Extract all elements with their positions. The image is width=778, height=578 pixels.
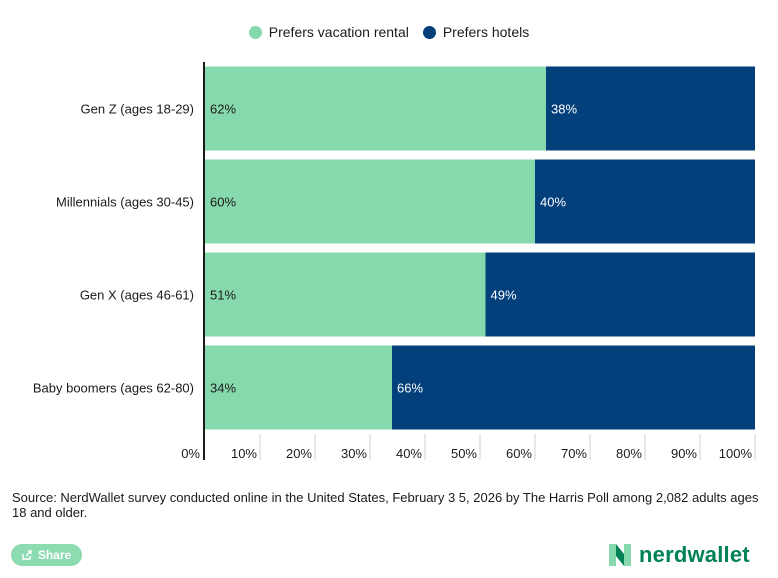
- x-tick-label: 0%: [181, 446, 200, 461]
- x-tick-label: 100%: [719, 446, 753, 461]
- legend-label-vacation-rental: Prefers vacation rental: [268, 24, 409, 40]
- legend-label-hotels: Prefers hotels: [442, 24, 530, 40]
- share-label: Share: [37, 548, 72, 562]
- x-tick-label: 20%: [286, 446, 312, 461]
- data-label: 51%: [210, 288, 236, 303]
- bar-segment: [205, 66, 546, 151]
- data-label: 40%: [540, 195, 566, 210]
- bar-segment: [392, 345, 755, 430]
- legend: Prefers vacation rental Prefers hotels: [0, 24, 778, 40]
- source-note: Source: NerdWallet survey conducted onli…: [12, 490, 759, 520]
- legend-item-hotels: Prefers hotels: [422, 24, 530, 40]
- bar-segment: [535, 159, 755, 244]
- bar-segment: [205, 345, 392, 430]
- chart: Prefers vacation rental Prefers hotels 6…: [0, 24, 778, 461]
- data-label: 66%: [397, 381, 423, 396]
- legend-swatch-hotels: [422, 25, 436, 39]
- category-label: Gen Z (ages 18-29): [81, 102, 194, 117]
- data-label: 38%: [551, 102, 577, 117]
- category-label: Millennials (ages 30-45): [56, 195, 194, 210]
- legend-swatch-vacation-rental: [248, 25, 262, 39]
- share-button[interactable]: Share: [11, 544, 82, 566]
- bar-segment: [205, 252, 486, 337]
- category-label: Baby boomers (ages 62-80): [33, 381, 194, 396]
- nerdwallet-logo-text: nerdwallet: [639, 542, 750, 567]
- bar-segment: [205, 159, 535, 244]
- nerdwallet-logo-icon: [609, 544, 631, 566]
- x-tick-label: 50%: [451, 446, 477, 461]
- x-tick-label: 90%: [671, 446, 697, 461]
- x-tick-label: 30%: [341, 446, 367, 461]
- share-icon: [22, 550, 32, 560]
- x-tick-label: 60%: [506, 446, 532, 461]
- chart-plot: 62% 38% Gen Z (ages 18-29) 60% 40% Millennial…: [33, 62, 756, 461]
- x-tick-label: 70%: [561, 446, 587, 461]
- data-label: 60%: [210, 195, 236, 210]
- bar-segment: [485, 252, 755, 337]
- data-label: 34%: [210, 381, 236, 396]
- bar-segment: [546, 66, 755, 151]
- data-label: 49%: [491, 288, 517, 303]
- x-tick-label: 10%: [231, 446, 257, 461]
- data-label: 62%: [210, 102, 236, 117]
- legend-item-vacation-rental: Prefers vacation rental: [248, 24, 409, 40]
- nerdwallet-logo: nerdwallet: [607, 541, 750, 569]
- x-tick-label: 40%: [396, 446, 422, 461]
- x-tick-label: 80%: [616, 446, 642, 461]
- category-label: Gen X (ages 46-61): [80, 288, 194, 303]
